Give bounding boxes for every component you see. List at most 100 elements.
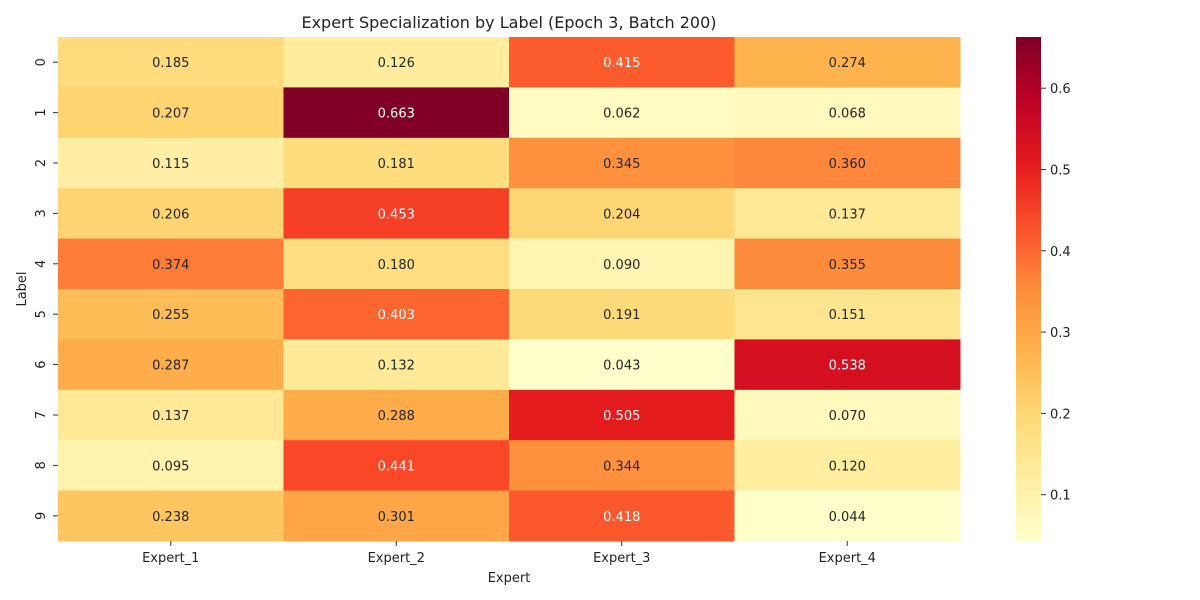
- cell-value-label: 0.301: [378, 510, 415, 525]
- heatmap-cell: [734, 490, 961, 542]
- y-tick-label: 1: [34, 108, 49, 116]
- cell-value-label: 0.132: [378, 359, 415, 374]
- heatmap-cell: [58, 289, 284, 340]
- colorbar-tick-label: 0.3: [1050, 326, 1071, 341]
- cell-value-label: 0.068: [829, 107, 866, 122]
- cell-value-label: 0.360: [829, 157, 866, 172]
- colorbar-ticks: 0.1 0.2 0.3 0.4 0.5 0.6: [1041, 82, 1071, 504]
- y-tick-label: 4: [34, 260, 49, 268]
- heatmap-cell: [509, 238, 735, 290]
- cell-value-label: 0.344: [603, 459, 640, 474]
- heatmap-cell: [509, 137, 735, 189]
- heatmap-cell: [283, 389, 510, 441]
- cell-value-label: 0.115: [152, 157, 189, 172]
- cell-value-label: 0.126: [378, 56, 415, 71]
- cell-value-label: 0.355: [829, 258, 866, 273]
- heatmap-cell: [283, 440, 510, 492]
- x-tick-label: Expert_4: [819, 551, 876, 566]
- y-tick-label: 2: [34, 159, 49, 167]
- cell-value-label: 0.185: [152, 56, 189, 71]
- x-axis-ticks: Expert_1 Expert_2 Expert_3 Expert_4: [142, 541, 876, 566]
- cell-value-label: 0.538: [829, 359, 866, 374]
- heatmap-cell: [283, 238, 510, 290]
- cell-value-label: 0.137: [152, 409, 189, 424]
- heatmap-cell: [509, 490, 735, 542]
- heatmap-cell: [58, 389, 284, 441]
- heatmap-cell: [734, 37, 961, 88]
- heatmap-cell: [509, 389, 735, 441]
- heatmap-cell: [283, 339, 510, 391]
- cell-value-label: 0.090: [603, 258, 640, 273]
- heatmap-cell: [58, 490, 284, 542]
- x-tick-label: Expert_2: [368, 551, 425, 566]
- heatmap-cell: [734, 87, 961, 139]
- heatmap-cell: [283, 87, 510, 139]
- heatmap-cell: [283, 188, 510, 240]
- heatmap-cell: [283, 490, 510, 542]
- heatmap-cell: [509, 339, 735, 391]
- cell-value-label: 0.180: [378, 258, 415, 273]
- heatmap-cells: [58, 37, 961, 542]
- cell-value-label: 0.255: [152, 308, 189, 323]
- y-tick-label: 3: [34, 209, 49, 217]
- cell-value-label: 0.663: [378, 107, 415, 122]
- colorbar-tick-label: 0.5: [1050, 164, 1071, 179]
- colorbar-tick-label: 0.4: [1050, 245, 1071, 260]
- cell-value-label: 0.191: [603, 308, 640, 323]
- cell-value-label: 0.095: [152, 459, 189, 474]
- x-tick-label: Expert_1: [142, 551, 199, 566]
- heatmap-cell: [734, 339, 961, 391]
- cell-value-label: 0.415: [603, 56, 640, 71]
- heatmap-cell: [283, 37, 510, 88]
- heatmap-cell: [58, 87, 284, 139]
- cell-value-label: 0.207: [152, 107, 189, 122]
- y-tick-label: 5: [34, 310, 49, 318]
- cell-value-label: 0.070: [829, 409, 866, 424]
- cell-value-label: 0.204: [603, 207, 640, 222]
- heatmap-cell: [58, 238, 284, 290]
- heatmap-cell: [283, 137, 510, 189]
- cell-value-label: 0.206: [152, 207, 189, 222]
- colorbar: 0.1 0.2 0.3 0.4 0.5 0.6: [1016, 37, 1071, 541]
- heatmap-cell: [509, 289, 735, 340]
- heatmap-cell: [509, 87, 735, 139]
- cell-value-label: 0.044: [829, 510, 866, 525]
- cell-value-label: 0.043: [603, 359, 640, 374]
- y-tick-label: 0: [34, 58, 49, 66]
- heatmap-cell: [734, 440, 961, 492]
- x-axis-label: Expert: [488, 571, 531, 586]
- heatmap-cell: [509, 37, 735, 88]
- y-tick-label: 6: [34, 360, 49, 368]
- heatmap-cell: [734, 188, 961, 240]
- cell-value-labels: 0.185 0.126 0.415 0.274 0.207 0.663 0.062 0.068…: [152, 56, 866, 525]
- heatmap-cell: [509, 440, 735, 492]
- colorbar-tick-label: 0.2: [1050, 407, 1071, 422]
- cell-value-label: 0.374: [152, 258, 189, 273]
- cell-value-label: 0.062: [603, 107, 640, 122]
- colorbar-gradient: [1016, 37, 1041, 541]
- heatmap-cell: [734, 389, 961, 441]
- heatmap-cell: [734, 289, 961, 340]
- heatmap-cell: [734, 238, 961, 290]
- y-tick-label: 9: [34, 512, 49, 520]
- cell-value-label: 0.345: [603, 157, 640, 172]
- cell-value-label: 0.288: [378, 409, 415, 424]
- cell-value-label: 0.287: [152, 359, 189, 374]
- heatmap-cell: [58, 339, 284, 391]
- colorbar-tick-label: 0.1: [1050, 489, 1071, 504]
- y-axis-ticks: 0 1 2 3 4 5 6 7 8 9: [34, 58, 58, 520]
- cell-value-label: 0.238: [152, 510, 189, 525]
- cell-value-label: 0.181: [378, 157, 415, 172]
- cell-value-label: 0.505: [603, 409, 640, 424]
- x-tick-label: Expert_3: [593, 551, 650, 566]
- y-tick-label: 8: [34, 461, 49, 469]
- heatmap-cell: [509, 188, 735, 240]
- cell-value-label: 0.137: [829, 207, 866, 222]
- y-tick-label: 7: [34, 411, 49, 419]
- y-axis-label: Label: [15, 271, 30, 306]
- cell-value-label: 0.120: [829, 459, 866, 474]
- chart-title: Expert Specialization by Label (Epoch 3,…: [301, 13, 716, 32]
- heatmap-cell: [58, 440, 284, 492]
- cell-value-label: 0.418: [603, 510, 640, 525]
